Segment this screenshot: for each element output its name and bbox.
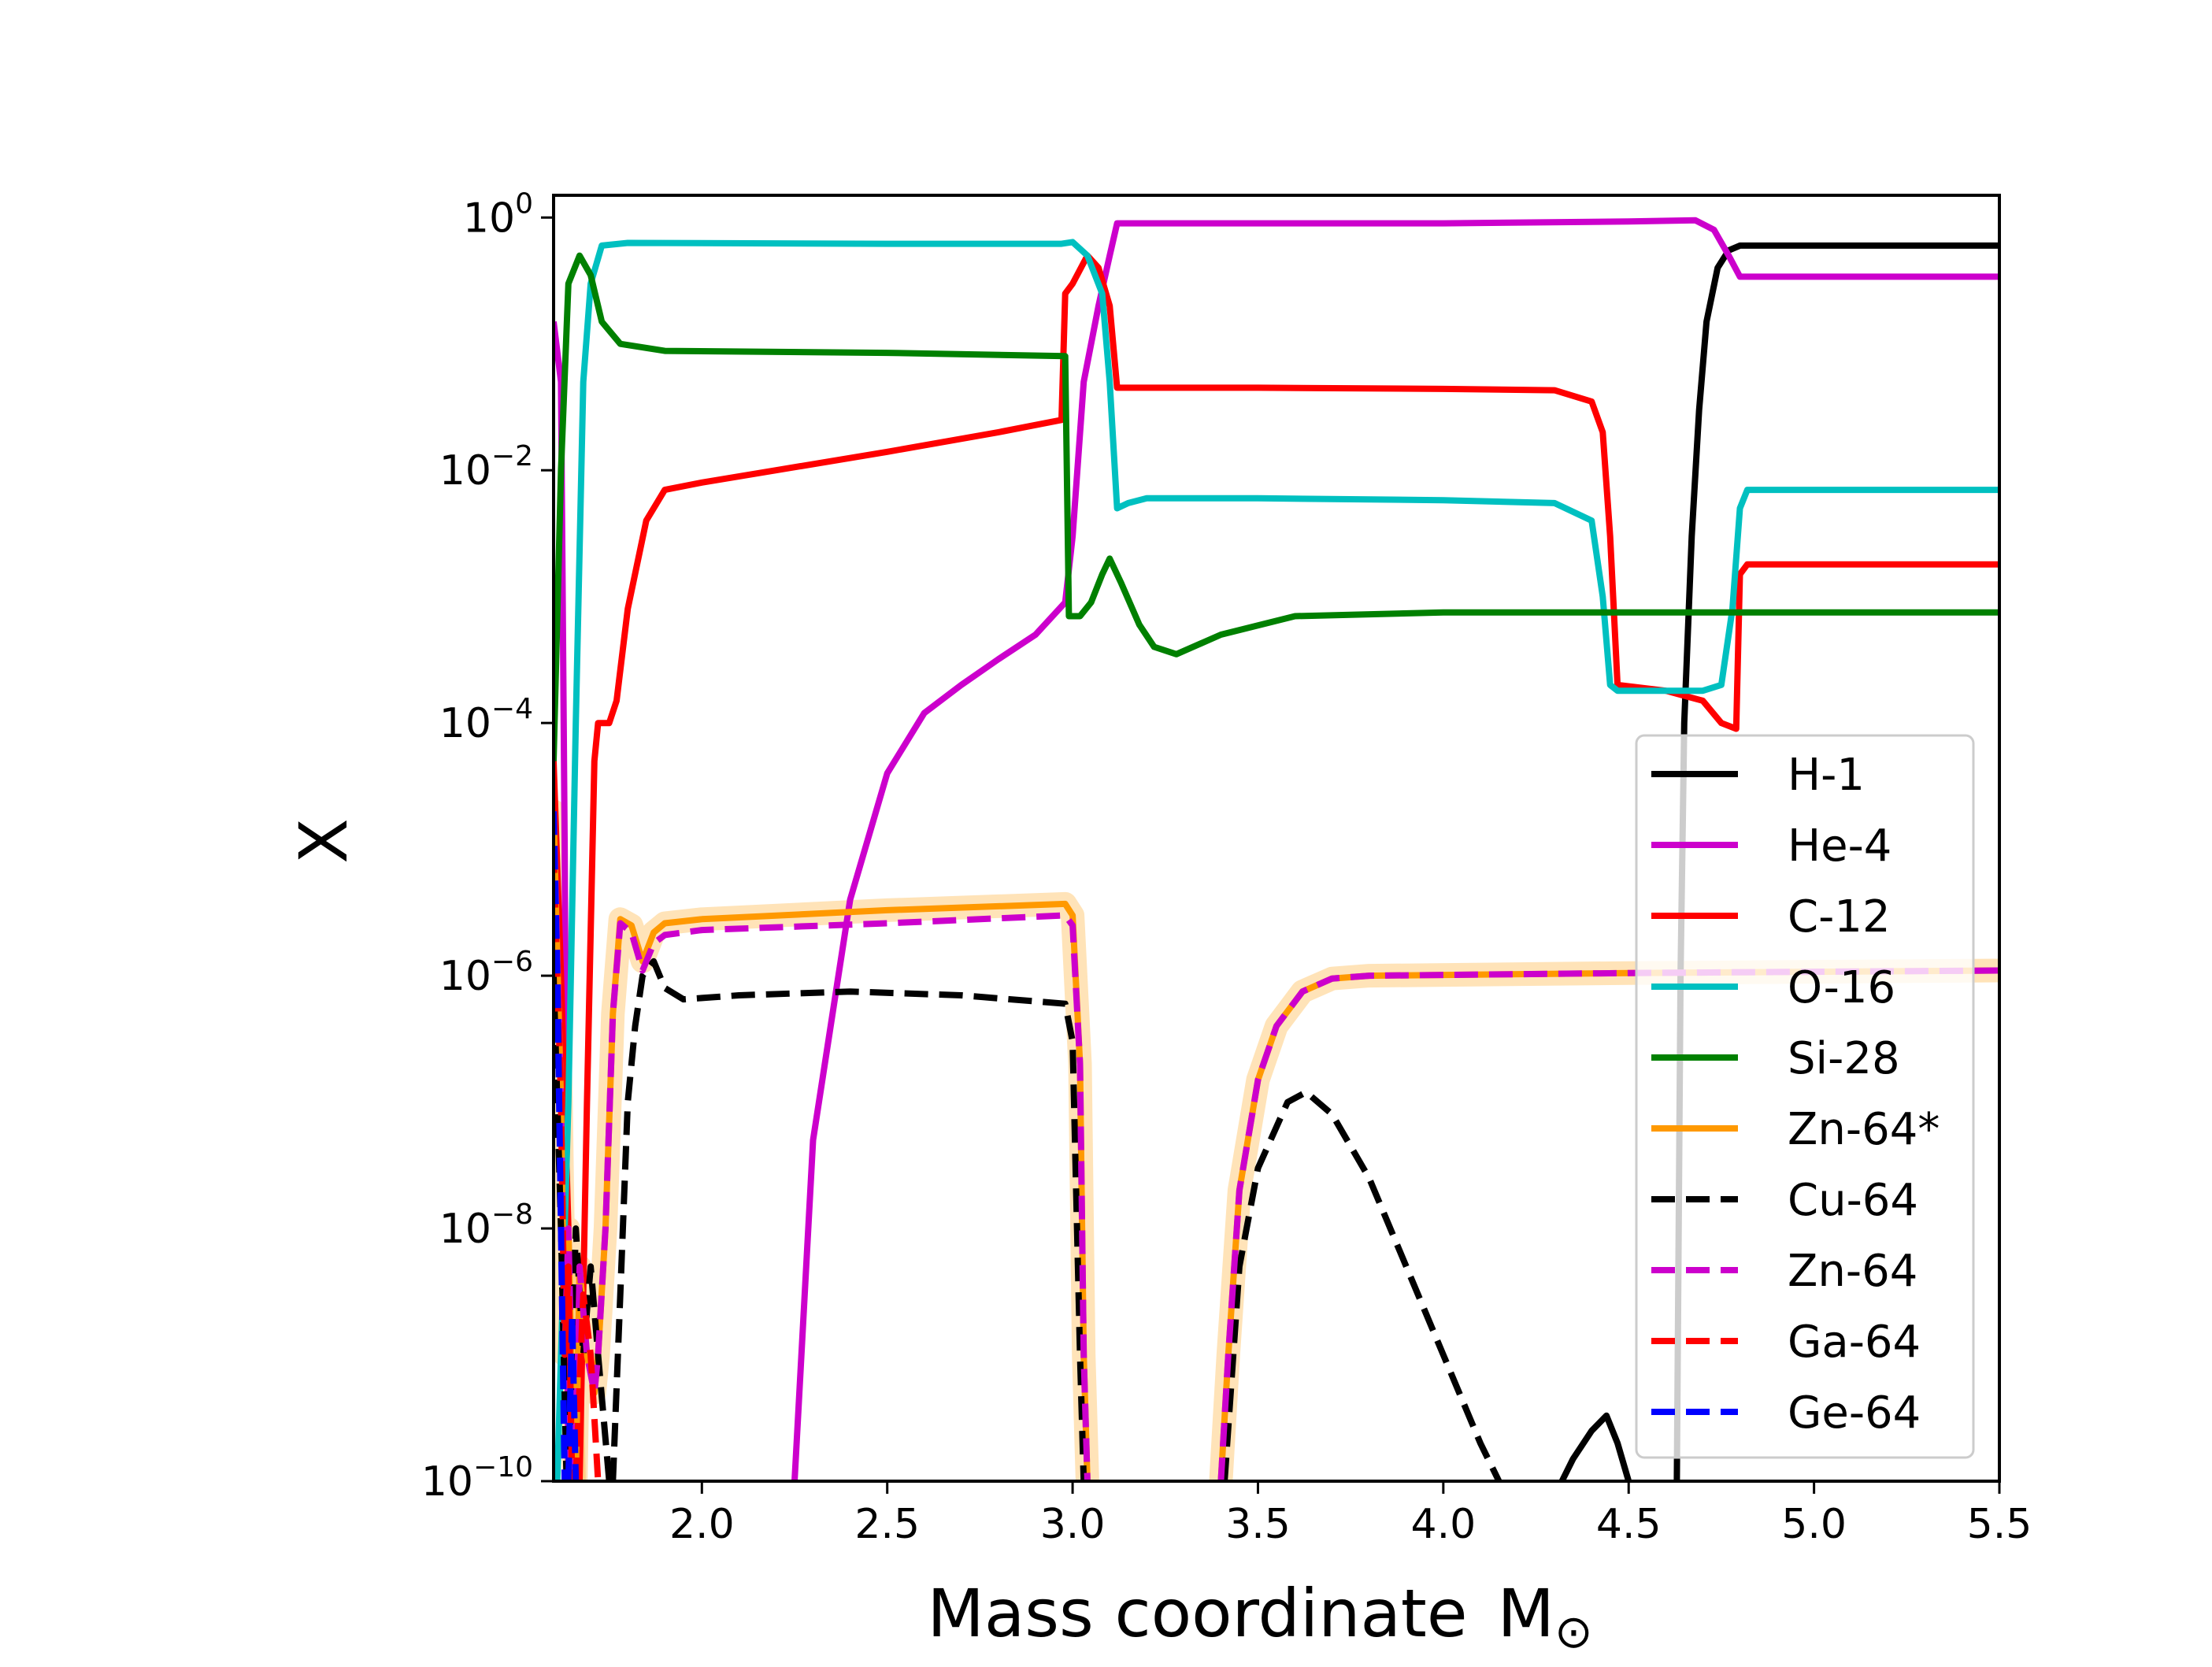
x-axis-label: Mass coordinate M⊙	[927, 1575, 1592, 1658]
legend-label-c-12: C-12	[1788, 891, 1891, 943]
series-zn-64-line	[572, 912, 1091, 1481]
x-axis-label-text: Mass coordinate	[927, 1575, 1467, 1652]
x-tick-label: 3.5	[1225, 1501, 1291, 1548]
series-layer	[554, 217, 1999, 1481]
legend-label-he-4: He-4	[1788, 821, 1892, 872]
series-ge-64	[554, 811, 580, 1481]
y-tick-base: 10	[439, 700, 491, 747]
y-tick-base: 10	[463, 194, 515, 242]
series-ge-64-line	[565, 1313, 580, 1481]
y-tick-label: 10−10	[421, 1451, 533, 1506]
y-tick-exponent: 0	[515, 187, 533, 220]
y-tick-label: 10−6	[439, 946, 533, 1000]
legend-label-zn-64: Zn-64	[1788, 1246, 1917, 1297]
series-he-4-line	[791, 217, 1999, 1481]
y-tick-exponent: −2	[491, 440, 533, 472]
legend-label-o-16: O-16	[1788, 962, 1895, 1013]
legend-label-si-28: Si-28	[1788, 1033, 1900, 1084]
y-tick-base: 10	[439, 447, 491, 495]
series-si-28	[554, 252, 1999, 761]
x-tick-label: 5.0	[1781, 1501, 1847, 1548]
plot-frame	[552, 194, 2001, 1483]
series-o-16-line	[554, 239, 1999, 1481]
y-tick-base: 10	[421, 1458, 473, 1506]
y-tick-label: 10−8	[439, 1198, 533, 1253]
series-ge-64-line	[554, 811, 569, 1481]
legend-label-ga-64: Ga-64	[1788, 1317, 1921, 1368]
legend-label-cu-64: Cu-64	[1788, 1175, 1918, 1226]
y-axis-label: X	[285, 818, 362, 864]
y-tick-base: 10	[439, 1206, 491, 1253]
x-tick-label: 5.5	[1967, 1501, 2032, 1548]
x-tick-label: 2.0	[669, 1501, 735, 1548]
x-axis-label-symbol: M	[1498, 1575, 1554, 1652]
series-o-16	[554, 239, 1999, 1481]
legend-label-h-1: H-1	[1788, 750, 1865, 801]
legend-label-ge-64: Ge-64	[1788, 1387, 1921, 1439]
x-axis-label-sub: ⊙	[1554, 1605, 1593, 1658]
x-tick-label: 4.0	[1410, 1501, 1476, 1548]
legend: H-1 He-4 C-12 O-16 Si-28 Zn-64* Cu-64 Zn-64 Ga-6…	[1635, 734, 1975, 1459]
y-tick-label: 10−4	[439, 693, 533, 747]
legend-label-zn-64-star: Zn-64*	[1788, 1104, 1940, 1155]
series-cu-64-line	[565, 1225, 613, 1481]
series-ga-64-line	[572, 1291, 602, 1481]
y-tick-exponent: −6	[491, 946, 533, 978]
x-tick-label: 2.5	[854, 1501, 920, 1548]
series-h-1-line	[1558, 1412, 1632, 1481]
x-axis-ticks: 2.0 2.5 3.0 3.5 4.0 4.5 5.0 5.5	[669, 1481, 2032, 1548]
x-tick-label: 4.5	[1596, 1501, 1662, 1548]
x-tick-label: 3.0	[1040, 1501, 1106, 1548]
series-zn-64-line	[1217, 967, 1999, 1481]
y-tick-label: 10−2	[439, 440, 533, 495]
y-tick-exponent: −10	[473, 1451, 533, 1484]
series-cu-64-line	[610, 958, 1087, 1481]
y-tick-exponent: −4	[491, 693, 533, 725]
y-tick-label: 100	[463, 187, 533, 242]
series-si-28-line	[554, 252, 1999, 761]
y-tick-base: 10	[439, 953, 491, 1000]
y-tick-exponent: −8	[491, 1198, 533, 1231]
series-cu-64-line	[1221, 1088, 1502, 1481]
